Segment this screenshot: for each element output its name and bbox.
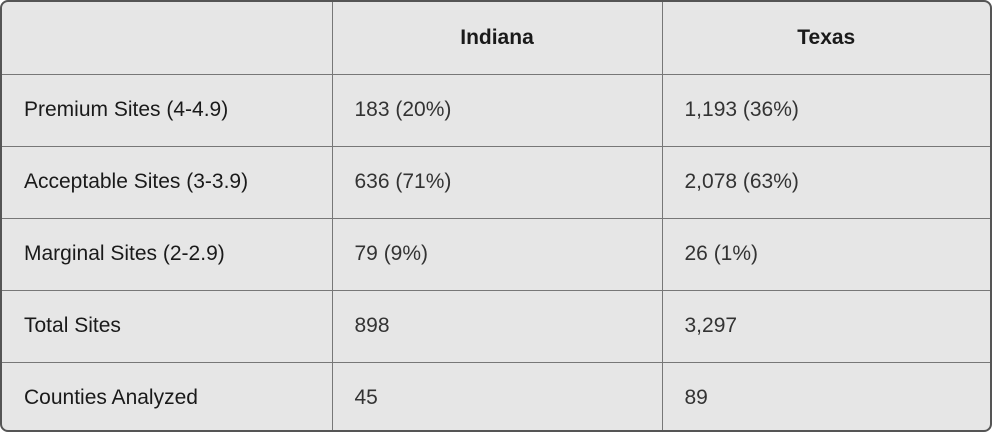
row-label: Premium Sites (4-4.9) <box>2 74 333 147</box>
row-label: Acceptable Sites (3-3.9) <box>2 145 333 219</box>
header-cell <box>2 2 333 75</box>
table-row: Total Sites 898 3,297 <box>2 289 990 363</box>
value-cell: 898 <box>331 289 663 363</box>
value-cell: 3,297 <box>661 289 990 363</box>
value-cell: 183 (20%) <box>331 74 663 147</box>
value-cell: 79 (9%) <box>331 217 663 291</box>
table-row: Counties Analyzed 45 89 <box>2 361 990 430</box>
table-row: Premium Sites (4-4.9) 183 (20%) 1,193 (36%… <box>2 74 990 147</box>
value-cell: 45 <box>331 361 663 430</box>
header-cell: Indiana <box>331 2 663 75</box>
header-row: Indiana Texas <box>2 2 990 75</box>
value-cell: 1,193 (36%) <box>661 74 990 147</box>
row-label: Counties Analyzed <box>2 361 333 430</box>
table-row: Marginal Sites (2-2.9) 79 (9%) 26 (1%) <box>2 217 990 291</box>
row-label: Total Sites <box>2 289 333 363</box>
value-cell: 26 (1%) <box>661 217 990 291</box>
header-cell: Texas <box>661 2 990 75</box>
value-cell: 636 (71%) <box>331 145 663 219</box>
value-cell: 89 <box>661 361 990 430</box>
row-label: Marginal Sites (2-2.9) <box>2 217 333 291</box>
table-row: Acceptable Sites (3-3.9) 636 (71%) 2,078 (… <box>2 145 990 219</box>
value-cell: 2,078 (63%) <box>661 145 990 219</box>
table-body: Premium Sites (4-4.9) 183 (20%) 1,193 (36%… <box>2 74 990 430</box>
